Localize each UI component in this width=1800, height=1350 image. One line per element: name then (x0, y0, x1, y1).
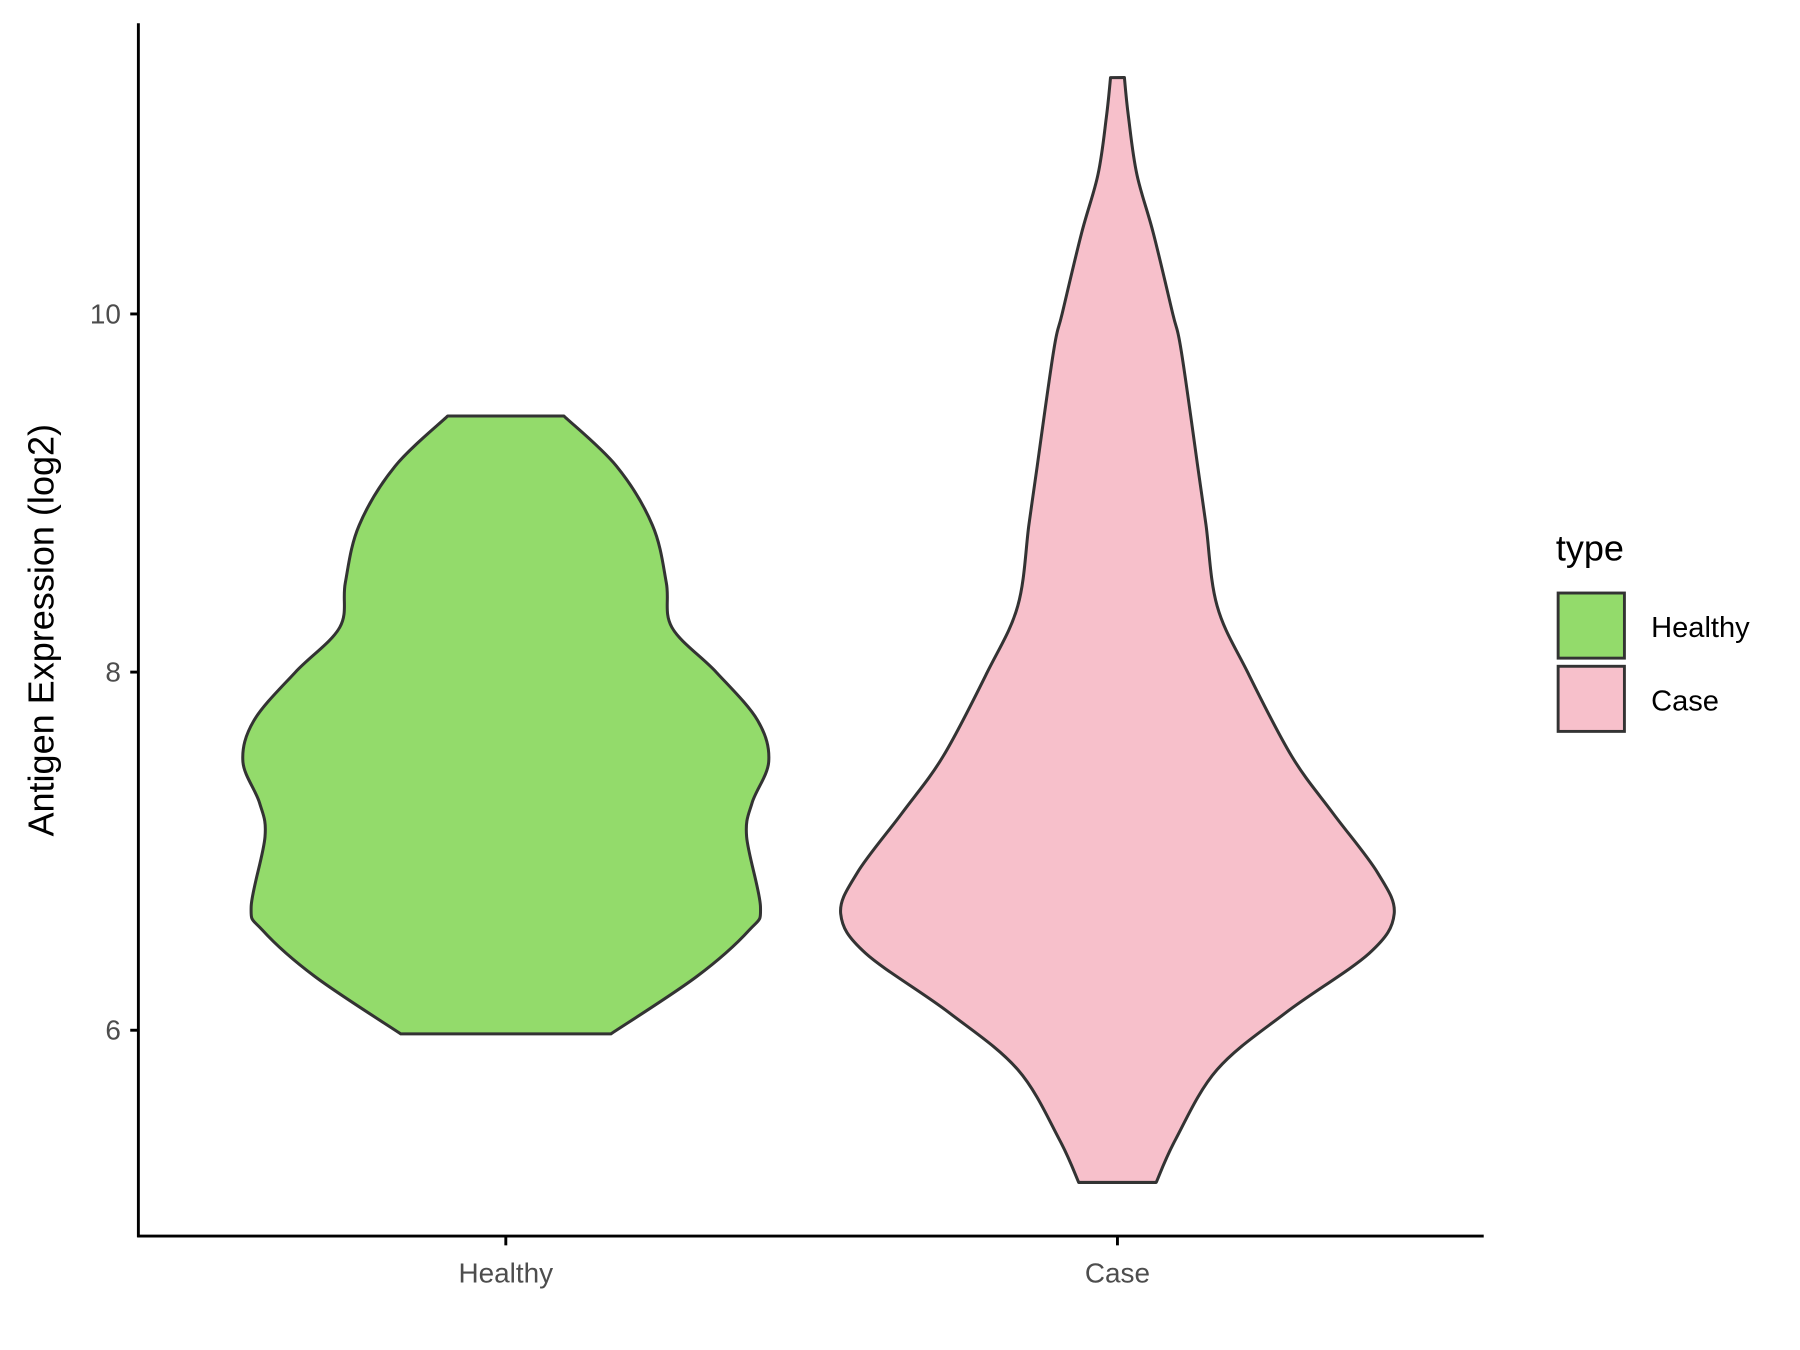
legend-title: type (1556, 527, 1624, 568)
legend-key-healthy (1556, 591, 1626, 660)
x-ticks: Healthy Case (459, 1236, 1150, 1289)
x-tick-label-case: Case (1085, 1258, 1150, 1289)
legend-label-case: Case (1651, 685, 1719, 717)
violin-case (839, 76, 1396, 1184)
legend-label-healthy: Healthy (1651, 612, 1750, 644)
violin-healthy (241, 414, 771, 1036)
legend-key-case (1556, 664, 1626, 733)
x-tick-label-healthy: Healthy (459, 1258, 554, 1289)
y-tick-label: 6 (105, 1015, 121, 1046)
y-ticks: 6 8 10 (90, 298, 139, 1046)
y-axis-title: Antigen Expression (log2) (20, 424, 61, 837)
legend: type Healthy Case (1556, 527, 1750, 733)
y-tick-label: 8 (105, 656, 121, 687)
violins (241, 76, 1396, 1184)
y-tick-label: 10 (90, 298, 121, 329)
